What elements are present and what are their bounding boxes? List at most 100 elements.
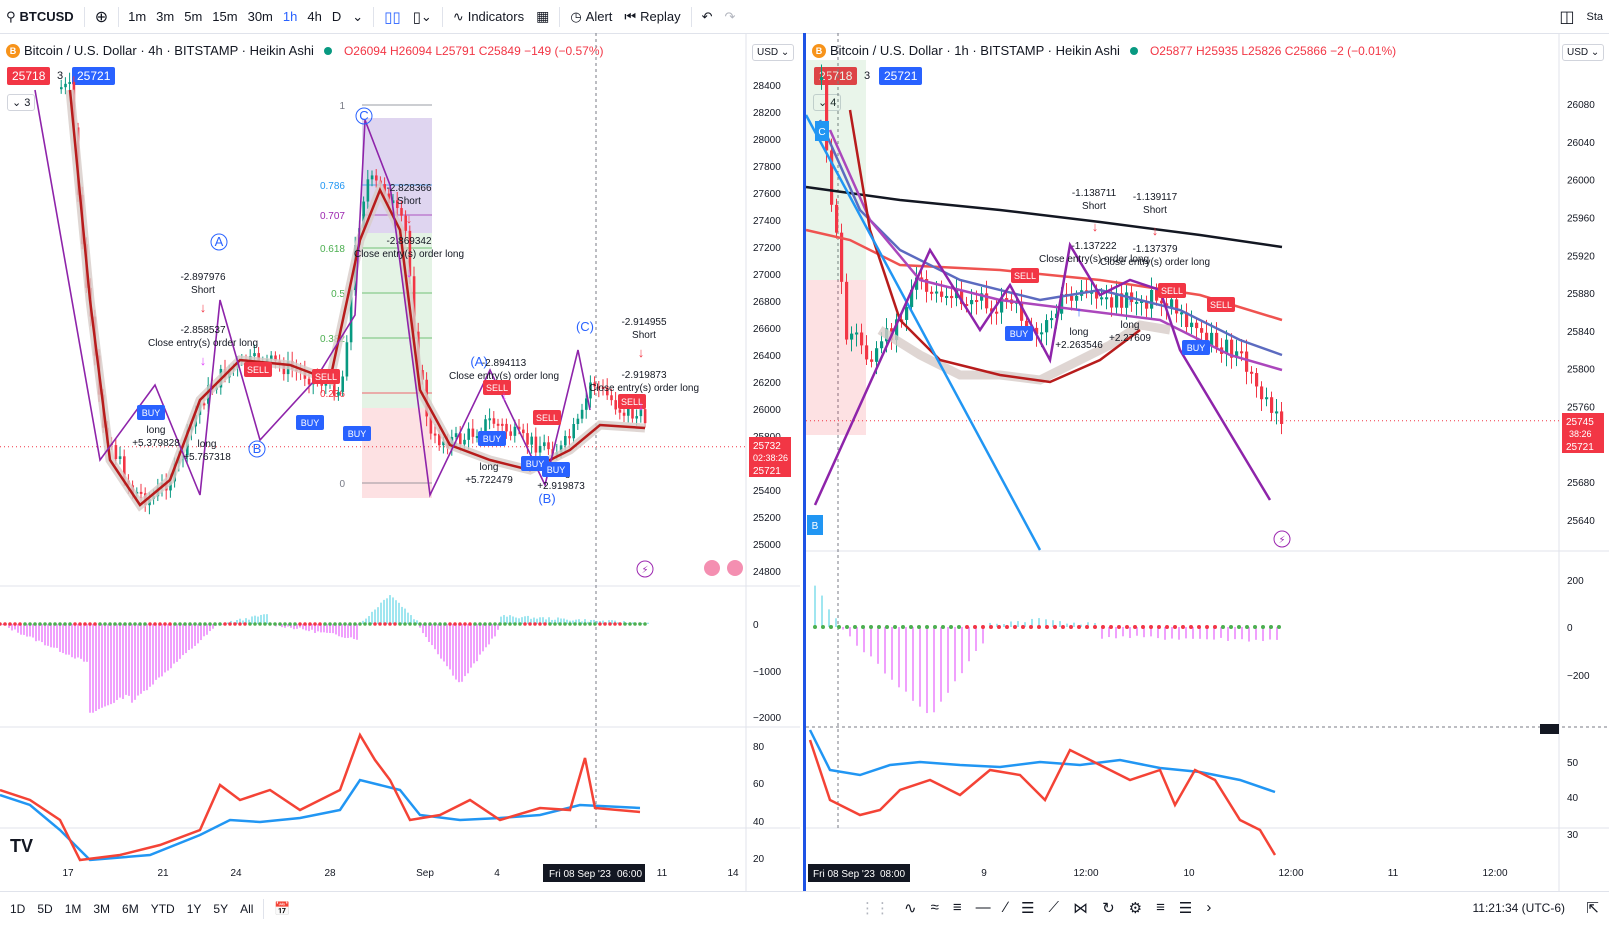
right-macd-dot [1013, 625, 1017, 629]
filter-icon[interactable]: ⚙ [1128, 900, 1143, 917]
right-annotation-value: -1.137222 [1071, 241, 1116, 252]
left-currency-select[interactable]: USD ⌄ [752, 44, 795, 61]
left-macd-dot [158, 622, 162, 626]
left-ask-badge[interactable]: 25721 [72, 67, 116, 85]
charts-canvas[interactable]: 2840028200280002780027600274002720027000… [0, 33, 1609, 891]
interval-dropdown[interactable]: ⌄ [346, 0, 369, 33]
spiral-icon[interactable]: ↻ [1102, 900, 1115, 917]
trend-line-icon[interactable]: ⟋ [1048, 899, 1060, 916]
right-signal-badge [1207, 297, 1235, 312]
right-ask-badge[interactable]: 25721 [879, 67, 923, 85]
left-macd-dot [608, 622, 612, 626]
left-macd-dot [113, 622, 117, 626]
left-macd-dot [128, 622, 132, 626]
fib-icon[interactable]: ≡ [952, 899, 962, 916]
range-3m[interactable]: 3M [93, 901, 111, 916]
replay-button[interactable]: ⏮ Replay [618, 0, 686, 33]
interval-1h[interactable]: 1h [282, 9, 298, 24]
right-currency-label: USD [1567, 47, 1589, 58]
more-icon[interactable]: › [1206, 899, 1212, 916]
left-legend[interactable]: B Bitcoin / U.S. Dollar · 4h · BITSTAMP … [6, 43, 603, 58]
left-cursor-date: Fri 08 Sep '23 [549, 869, 611, 880]
save-button[interactable]: Sta [1580, 0, 1609, 33]
right-signal-badge [1182, 340, 1210, 355]
range-ytd[interactable]: YTD [150, 901, 175, 916]
bars-icon[interactable]: ☰ [1021, 900, 1035, 917]
left-macd-dot [23, 622, 27, 626]
wave-icon[interactable]: ≈ [930, 899, 939, 916]
range-1m[interactable]: 1M [64, 901, 82, 916]
range-5y[interactable]: 5Y [213, 901, 229, 916]
left-candle [627, 408, 630, 416]
range-all[interactable]: All [240, 901, 254, 916]
symbol-search[interactable]: ⚲ BTCUSD [0, 0, 80, 33]
left-macd-dot [38, 622, 42, 626]
indicators-button[interactable]: ∿ Indicators [447, 0, 530, 33]
layout-toggle-button[interactable]: ◫ [1553, 0, 1580, 33]
interval-D[interactable]: D [331, 9, 342, 24]
left-signal-badge [312, 369, 340, 384]
range-1d[interactable]: 1D [10, 901, 26, 916]
layouts-button[interactable]: ▦ [530, 0, 555, 33]
left-bid-badge[interactable]: 25718 [7, 67, 51, 85]
left-candle [643, 409, 647, 424]
fullscreen-icon[interactable]: ⇱ [1586, 900, 1599, 917]
left-macd-dot [438, 622, 442, 626]
left-candle [459, 433, 462, 445]
right-currency-select[interactable]: USD ⌄ [1562, 44, 1605, 61]
range-6m[interactable]: 6M [122, 901, 139, 916]
wave-label-circle [248, 440, 266, 458]
right-macd-dot [901, 625, 905, 629]
drag-handle-icon[interactable]: ⋮⋮ [860, 900, 890, 917]
interval-4h[interactable]: 4h [307, 9, 322, 24]
interval-15m[interactable]: 15m [212, 9, 238, 24]
left-macd-dot [458, 622, 462, 626]
lightning-icon: ⚡ [641, 565, 648, 576]
chart-type-button[interactable]: ▯ ⌄ [407, 0, 438, 33]
undo-button[interactable]: ↶ [696, 0, 719, 33]
left-price-tick: 26800 [753, 297, 781, 308]
pane-divider[interactable] [803, 33, 806, 891]
interval-3m[interactable]: 3m [156, 9, 175, 24]
range-1y[interactable]: 1Y [186, 901, 202, 916]
left-macd-dot [508, 622, 512, 626]
clock[interactable]: 11:21:34 (UTC-6) [1472, 901, 1565, 915]
horizontal-line-icon[interactable]: — [975, 899, 991, 916]
left-macd-dot [433, 622, 437, 626]
right-wave-b-label: B [812, 521, 819, 532]
left-macd-dot [208, 622, 212, 626]
interval-5m[interactable]: 5m [184, 9, 203, 24]
left-macd-dot [328, 622, 332, 626]
right-legend[interactable]: B Bitcoin / U.S. Dollar · 1h · BITSTAMP … [812, 43, 1396, 58]
left-macd-dot [343, 622, 347, 626]
right-candle [1200, 328, 1204, 333]
right-candle [920, 277, 924, 280]
left-signal-label: SELL [315, 372, 337, 382]
left-annotation-label: +5.379828 [132, 438, 180, 449]
right-macd-dot [1069, 625, 1073, 629]
left-collapse-button[interactable]: ⌄ 3 [7, 94, 36, 111]
bar-style-button[interactable]: ▯▯ [378, 0, 407, 33]
left-macd-dot [613, 622, 617, 626]
ray-icon[interactable]: ∕ [1004, 899, 1008, 916]
xabcd-icon[interactable]: ⋈ [1073, 900, 1089, 917]
candles-icon: ▯▯ [384, 8, 401, 26]
left-signal-badge [483, 380, 511, 395]
goto-date-button[interactable]: 📅 [268, 892, 296, 925]
pattern-icon[interactable]: ∿ [904, 900, 917, 917]
add-symbol-button[interactable]: ⊕ [89, 0, 114, 33]
interval-30m[interactable]: 30m [247, 9, 273, 24]
range-5d[interactable]: 5D [37, 901, 53, 916]
menu-icon[interactable]: ☰ [1178, 900, 1193, 917]
left-macd-dot [573, 622, 577, 626]
left-annotation-label: Short [397, 196, 421, 207]
interval-1m[interactable]: 1m [128, 9, 147, 24]
alert-button[interactable]: ◷ Alert [564, 0, 618, 33]
list-icon[interactable]: ≡ [1156, 899, 1165, 916]
redo-button[interactable]: ↷ [718, 0, 741, 33]
left-macd-dot [413, 622, 417, 626]
right-rsi-tick: 40 [1567, 793, 1579, 804]
range-group: 1D 5D 1M 3M 6M YTD 1Y 5Y All [0, 902, 259, 916]
right-ask-price: 25721 [1566, 442, 1594, 453]
left-candle [345, 342, 349, 377]
